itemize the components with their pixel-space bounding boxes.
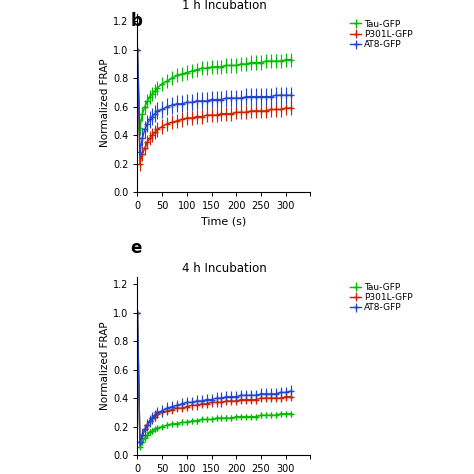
- Y-axis label: Normalized FRAP: Normalized FRAP: [100, 59, 110, 147]
- Legend: Tau-GFP, P301L-GFP, AT8-GFP: Tau-GFP, P301L-GFP, AT8-GFP: [349, 282, 413, 313]
- Title: 1 h Incubation: 1 h Incubation: [182, 0, 266, 12]
- Text: b: b: [130, 12, 142, 30]
- Title: 4 h Incubation: 4 h Incubation: [182, 262, 266, 275]
- Y-axis label: Normalized FRAP: Normalized FRAP: [100, 322, 110, 410]
- Text: e: e: [130, 239, 142, 257]
- Legend: Tau-GFP, P301L-GFP, AT8-GFP: Tau-GFP, P301L-GFP, AT8-GFP: [349, 19, 413, 50]
- X-axis label: Time (s): Time (s): [201, 217, 246, 227]
